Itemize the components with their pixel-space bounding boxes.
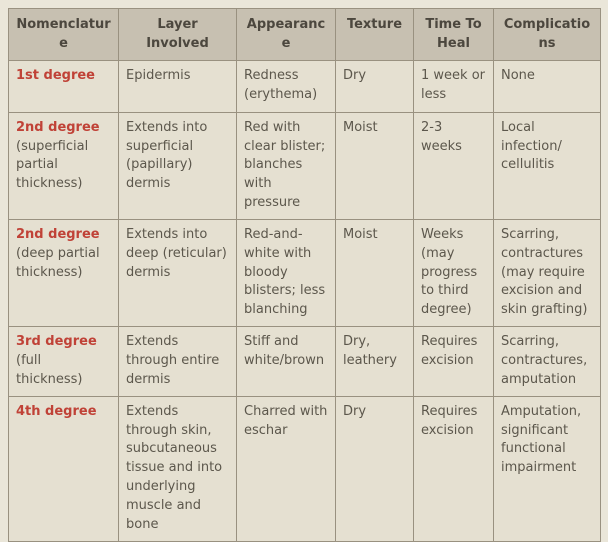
layer-cell: Epidermis — [118, 59, 237, 113]
column-header-time-to-heal: Time To Heal — [413, 8, 494, 61]
degree-qualifier: (full thickness) — [16, 352, 83, 387]
degree-label: 2nd degree — [16, 119, 100, 135]
header-row: Nomenclature Layer Involved Appearance T… — [8, 8, 601, 61]
layer-cell: Extends into superficial (papillary) der… — [118, 111, 237, 220]
nomenclature-cell: 1st degree — [8, 59, 119, 113]
column-header-appearance: Appearance — [236, 8, 336, 61]
burn-classification-table: Nomenclature Layer Involved Appearance T… — [8, 8, 601, 542]
time-to-heal-cell: 1 week or less — [413, 59, 494, 113]
complications-cell: Local infection/ cellulitis — [493, 111, 601, 220]
layer-cell: Extends through skin, subcutaneous tissu… — [118, 395, 237, 542]
degree-qualifier: (deep partial thickness) — [16, 245, 100, 280]
texture-cell: Dry — [335, 395, 414, 542]
appearance-cell: Red-and-white with bloody blisters; less… — [236, 218, 336, 328]
table-row-1st-degree: 1st degree Epidermis Redness (erythema) … — [8, 59, 601, 113]
column-header-texture: Texture — [335, 8, 414, 61]
table-row-3rd-degree: 3rd degree (full thickness) Extends thro… — [8, 326, 601, 397]
time-to-heal-cell: 2-3 weeks — [413, 111, 494, 220]
degree-label: 3rd degree — [16, 334, 97, 350]
complications-cell: None — [493, 59, 601, 113]
complications-cell: Scarring, contractures, amputation — [493, 326, 601, 397]
time-to-heal-cell: Weeks (may progress to third degree) — [413, 218, 494, 328]
degree-label: 1st degree — [16, 67, 95, 83]
table-row-2nd-degree-superficial: 2nd degree (superficial partial thicknes… — [8, 111, 601, 220]
nomenclature-cell: 2nd degree (superficial partial thicknes… — [8, 111, 119, 220]
degree-qualifier: (superficial partial thickness) — [16, 138, 89, 192]
layer-cell: Extends through entire dermis — [118, 326, 237, 397]
texture-cell: Moist — [335, 218, 414, 328]
nomenclature-cell: 2nd degree (deep partial thickness) — [8, 218, 119, 328]
appearance-cell: Charred with eschar — [236, 395, 336, 542]
column-header-complications: Complications — [493, 8, 601, 61]
layer-cell: Extends into deep (reticular) dermis — [118, 218, 237, 328]
column-header-layer-involved: Layer Involved — [118, 8, 237, 61]
complications-cell: Scarring, contractures (may require exci… — [493, 218, 601, 328]
complications-cell: Amputation, significant functional impai… — [493, 395, 601, 542]
texture-cell: Moist — [335, 111, 414, 220]
nomenclature-cell: 3rd degree (full thickness) — [8, 326, 119, 397]
time-to-heal-cell: Requires excision — [413, 326, 494, 397]
degree-label: 2nd degree — [16, 226, 100, 242]
texture-cell: Dry — [335, 59, 414, 113]
appearance-cell: Redness (erythema) — [236, 59, 336, 113]
texture-cell: Dry, leathery — [335, 326, 414, 397]
appearance-cell: Stiff and white/brown — [236, 326, 336, 397]
nomenclature-cell: 4th degree — [8, 395, 119, 542]
degree-label: 4th degree — [16, 403, 97, 419]
appearance-cell: Red with clear blister; blanches with pr… — [236, 111, 336, 220]
table-row-2nd-degree-deep: 2nd degree (deep partial thickness) Exte… — [8, 218, 601, 328]
table-row-4th-degree: 4th degree Extends through skin, subcuta… — [8, 395, 601, 542]
time-to-heal-cell: Requires excision — [413, 395, 494, 542]
column-header-nomenclature: Nomenclature — [8, 8, 119, 61]
